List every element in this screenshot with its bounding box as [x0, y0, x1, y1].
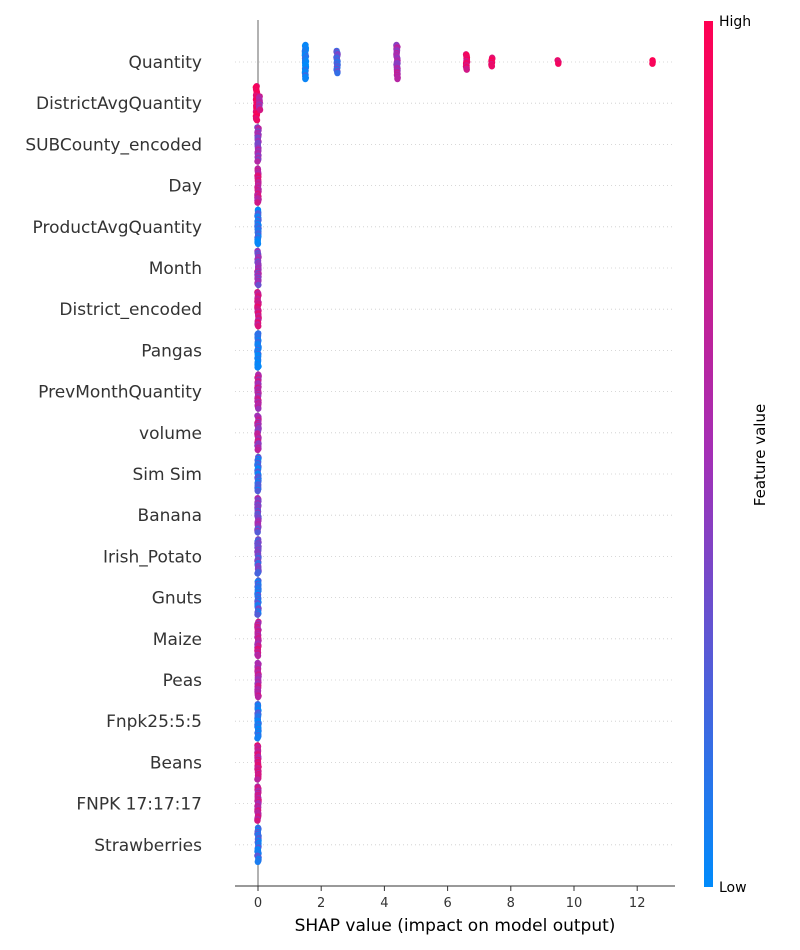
- feature-label: Beans: [150, 753, 202, 773]
- shap-point: [555, 60, 562, 67]
- grid-lines: [235, 61, 675, 846]
- feature-label: DistrictAvgQuantity: [36, 94, 202, 114]
- x-tick-label: 12: [629, 896, 646, 911]
- feature-label: Peas: [163, 671, 203, 691]
- feature-label: Pangas: [141, 341, 202, 361]
- shap-point: [463, 66, 470, 73]
- shap-point: [254, 158, 261, 165]
- x-axis: 0 2 4 6 8 10 12: [235, 885, 675, 911]
- shap-point: [488, 63, 496, 70]
- feature-label: ProductAvgQuantity: [33, 218, 203, 238]
- feature-label: SUBCounty_encoded: [25, 135, 202, 155]
- feature-labels: Quantity DistrictAvgQuantity SUBCounty_enc…: [25, 53, 202, 856]
- x-tick-label: 4: [380, 896, 388, 911]
- feature-label: Quantity: [129, 53, 202, 73]
- shap-point: [255, 323, 262, 330]
- feature-label: Strawberries: [94, 836, 202, 856]
- shap-point: [254, 611, 261, 618]
- shap-point: [254, 487, 261, 495]
- shap-point: [254, 693, 262, 701]
- shap-point: [254, 735, 261, 742]
- colorbar-low-label: Low: [719, 880, 747, 896]
- feature-label: Day: [168, 177, 202, 197]
- shap-point: [254, 446, 261, 453]
- x-tick-label: 6: [443, 896, 451, 911]
- feature-label: volume: [139, 424, 202, 444]
- feature-label: Banana: [138, 506, 202, 526]
- feature-label: PrevMonthQuantity: [38, 383, 202, 403]
- feature-label: Irish_Potato: [103, 547, 202, 567]
- feature-label: Maize: [153, 630, 202, 650]
- feature-label: FNPK 17:17:17: [76, 795, 202, 815]
- shap-point: [334, 69, 341, 77]
- shap-point: [254, 199, 261, 206]
- feature-label: Sim Sim: [132, 465, 202, 485]
- colorbar: [704, 21, 713, 887]
- feature-label: District_encoded: [59, 300, 202, 320]
- shap-point: [302, 75, 309, 83]
- x-axis-title: SHAP value (impact on model output): [295, 916, 616, 936]
- x-tick-label: 8: [507, 896, 515, 911]
- shap-point: [254, 652, 262, 659]
- x-tick-label: 0: [254, 896, 262, 911]
- x-tick-label: 10: [566, 896, 583, 911]
- shap-point: [394, 75, 401, 83]
- shap-point: [254, 240, 262, 247]
- shap-point: [254, 570, 261, 577]
- shap-point: [649, 60, 656, 67]
- shap-point: [254, 817, 261, 824]
- shap-point: [256, 106, 264, 114]
- shap-points: [252, 41, 656, 865]
- shap-point: [254, 858, 261, 865]
- shap-point: [254, 776, 261, 783]
- shap-point: [255, 405, 262, 412]
- shap-point: [254, 529, 261, 536]
- x-tick-label: 2: [317, 896, 325, 911]
- shap-point: [254, 364, 261, 371]
- colorbar-high-label: High: [719, 14, 751, 30]
- colorbar-title: Feature value: [751, 404, 769, 506]
- shap-point: [255, 281, 262, 289]
- feature-label: Month: [149, 259, 202, 279]
- feature-label: Gnuts: [152, 589, 202, 609]
- shap-point: [253, 117, 261, 124]
- feature-label: Fnpk25:5:5: [106, 712, 202, 732]
